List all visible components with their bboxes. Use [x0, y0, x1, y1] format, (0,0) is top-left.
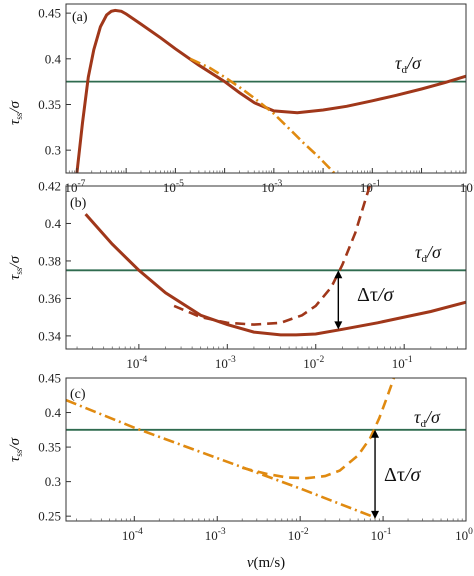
plot-frame: [65, 377, 467, 522]
y-tick-label: 0.42: [38, 179, 61, 194]
y-tick-label: 0.3: [45, 474, 61, 489]
series-line: [75, 8, 466, 173]
y-tick-label: 0.35: [38, 97, 61, 112]
series-line: [241, 378, 396, 480]
series-line: [189, 57, 336, 173]
y-tick-label: 0.45: [38, 371, 61, 386]
series-line: [173, 186, 372, 326]
y-tick-label: 0.4: [45, 405, 62, 420]
x-tick-label: 10-3: [215, 355, 236, 371]
panel-a: (a) τd/σ τss/σ 0.3 0.35 0.4 0.45 10-7 10-5 10…: [7, 3, 474, 195]
panel-c: (c) τd/σ Δτ/σ τss/σ 0.25 0.3 0.35 0.4 0.45 1…: [7, 371, 473, 572]
y-tick-label: 0.45: [38, 6, 61, 21]
panel-label: (c): [70, 387, 86, 402]
y-axis-label: τss/σ: [7, 255, 24, 280]
series-line: [66, 398, 376, 519]
delta-arrow: [371, 429, 380, 519]
y-tick-label: 0.38: [38, 253, 61, 268]
x-tick-label: 10-2: [288, 527, 309, 543]
threshold-annotation: τd/σ: [415, 242, 442, 265]
series-line: [84, 213, 466, 337]
x-tick-label: 10-4: [126, 355, 147, 371]
delta-annotation: Δτ/σ: [357, 284, 394, 306]
threshold-annotation: τd/σ: [414, 407, 441, 430]
x-tick-label: 10-1: [360, 179, 381, 195]
x-tick-label: 101: [460, 179, 474, 195]
panel-label: (b): [70, 196, 87, 211]
delta-annotation: Δτ/σ: [384, 464, 421, 486]
plot-frame: [65, 3, 467, 174]
plot-frame: [65, 185, 467, 350]
x-tick-label: 10-3: [261, 179, 282, 195]
x-tick-label: 10-4: [122, 527, 143, 543]
x-tick-label: 10-5: [163, 179, 184, 195]
y-tick-label: 0.35: [38, 440, 61, 455]
x-tick-label: 10-1: [371, 527, 392, 543]
y-axis-label: τss/σ: [7, 437, 24, 462]
x-tick-label: 100: [455, 527, 473, 543]
x-tick-label: 10-7: [64, 179, 85, 195]
delta-arrow: [334, 270, 343, 330]
panel-b: (b) τd/σ Δτ/σ τss/σ 0.340.360.380.40.42 …: [7, 179, 467, 371]
y-axis-label: τss/σ: [7, 100, 24, 125]
panel-label: (a): [72, 10, 88, 25]
y-tick-label: 0.4: [45, 216, 62, 231]
threshold-annotation: τd/σ: [395, 53, 422, 76]
x-tick-label: 10-2: [303, 355, 324, 371]
y-tick-label: 0.25: [38, 509, 61, 524]
x-tick-label: 10-3: [205, 527, 226, 543]
y-tick-label: 0.3: [45, 143, 61, 158]
x-tick-label: 10-1: [392, 355, 413, 371]
x-axis-label: v(m/s): [247, 555, 285, 571]
y-tick-label: 0.34: [38, 328, 61, 343]
y-tick-label: 0.36: [38, 291, 61, 306]
y-tick-label: 0.4: [45, 51, 62, 66]
